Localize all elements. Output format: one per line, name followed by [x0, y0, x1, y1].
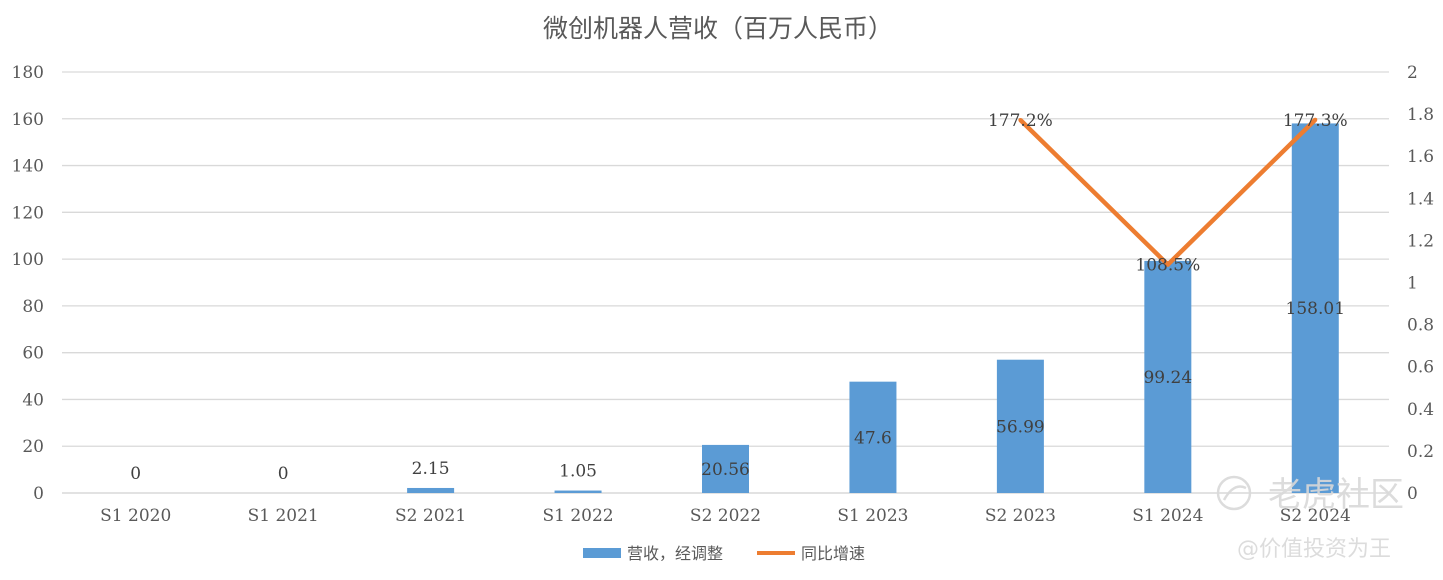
x-tick-label: S1 2021: [248, 506, 319, 526]
growth-value-label: 108.5%: [1135, 256, 1200, 276]
legend-swatch-bar: [583, 548, 621, 558]
line-data-labels: 177.2% 108.5% 177.3%: [988, 111, 1348, 276]
x-axis-ticks: S1 2020 S1 2021 S2 2021 S1 2022 S2 2022 S1 20…: [100, 506, 1351, 526]
x-tick-label: S1 2022: [542, 506, 613, 526]
legend-label-line: 同比增速: [801, 544, 865, 563]
right-tick-label: 1.6: [1407, 147, 1434, 167]
growth-value-label: 177.2%: [988, 111, 1053, 131]
legend: 营收，经调整 同比增速: [583, 544, 865, 563]
bar: [1291, 123, 1339, 494]
left-tick-label: 100: [12, 250, 44, 270]
gridlines: [62, 71, 1389, 447]
bar-data-labels: 0 0 2.15 1.05 20.56 47.6 56.99 99.24 158.01: [130, 299, 1345, 484]
left-tick-label: 0: [33, 484, 44, 504]
bar-value-label: 1.05: [559, 462, 597, 482]
right-tick-label: 1: [1407, 274, 1418, 294]
x-tick-label: S1 2020: [100, 506, 171, 526]
x-tick-label: S2 2024: [1280, 506, 1351, 526]
bar: [996, 359, 1044, 493]
bar: [1144, 260, 1192, 493]
x-tick-label: S1 2023: [837, 506, 908, 526]
bar-value-label: 0: [130, 464, 141, 484]
watermark: 老虎社区 @价值投资为王: [1216, 475, 1404, 562]
x-tick-label: S2 2022: [690, 506, 761, 526]
right-tick-label: 0.8: [1407, 316, 1434, 336]
tiger-logo-icon: [1216, 475, 1252, 511]
right-tick-label: 1.2: [1407, 231, 1434, 251]
line-series: [1018, 117, 1318, 267]
right-tick-label: 1.4: [1407, 189, 1434, 209]
x-tick-label: S1 2024: [1132, 506, 1203, 526]
bar-series: [407, 123, 1339, 494]
right-tick-label: 2: [1407, 63, 1418, 83]
growth-point: [1313, 117, 1318, 122]
bar-value-label: 2.15: [412, 459, 450, 479]
right-tick-label: 0.6: [1407, 358, 1434, 378]
growth-line: [1018, 118, 1317, 267]
left-tick-label: 160: [12, 110, 44, 130]
bar-value-label: 47.6: [854, 428, 892, 448]
bar: [407, 487, 455, 493]
right-tick-label: 0.2: [1407, 442, 1434, 462]
left-axis-ticks: 0 20 40 60 80 100 120 140 160 180: [12, 63, 44, 504]
chart-title: 微创机器人营收（百万人民币）: [543, 14, 893, 43]
left-tick-label: 140: [12, 157, 44, 177]
bar-value-label: 20.56: [701, 460, 750, 480]
bar-value-label: 56.99: [996, 417, 1045, 437]
right-axis-ticks: 0 0.2 0.4 0.6 0.8 1 1.2 1.4 1.6 1.8 2: [1407, 63, 1434, 504]
bar-value-label: 158.01: [1286, 299, 1345, 319]
right-tick-label: 0.4: [1407, 400, 1434, 420]
watermark-handle: @价值投资为王: [1237, 537, 1391, 562]
growth-point: [1165, 262, 1170, 267]
left-tick-label: 40: [22, 390, 44, 410]
growth-value-label: 177.3%: [1283, 111, 1348, 131]
bar-value-label: 0: [278, 464, 289, 484]
x-tick-label: S2 2021: [395, 506, 466, 526]
left-tick-label: 60: [22, 344, 44, 364]
x-tick-label: S2 2023: [985, 506, 1056, 526]
bar: [849, 381, 897, 493]
bar: [554, 490, 602, 493]
left-tick-label: 20: [22, 437, 44, 457]
legend-label-bar: 营收，经调整: [627, 544, 723, 563]
right-tick-label: 1.8: [1407, 105, 1434, 125]
right-tick-label: 0: [1407, 484, 1418, 504]
left-tick-label: 180: [12, 63, 44, 83]
growth-point: [1018, 117, 1023, 122]
left-tick-label: 80: [22, 297, 44, 317]
watermark-brand: 老虎社区: [1268, 475, 1404, 515]
left-tick-label: 120: [12, 203, 44, 223]
bar-value-label: 99.24: [1143, 368, 1192, 388]
bar: [702, 444, 749, 493]
